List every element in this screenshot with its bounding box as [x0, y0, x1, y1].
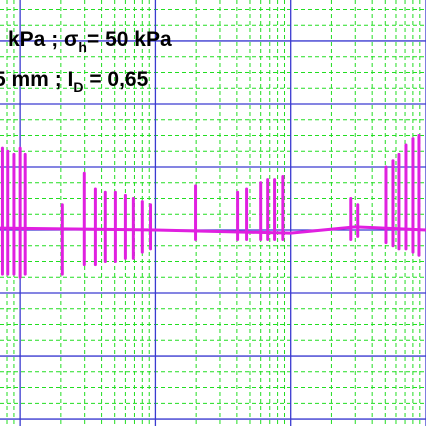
annotation-sub: h — [78, 39, 87, 55]
annotation: 5 mm ; ID = 0,65 — [0, 68, 149, 95]
annotation-text: kPa ; σ — [8, 28, 78, 51]
signal — [0, 133, 426, 279]
annotation-text: 5 mm ; I — [0, 68, 73, 91]
annotation-sub: D — [73, 79, 83, 95]
annotation-text: = 50 kPa — [87, 28, 172, 51]
annotation: kPa ; σh= 50 kPa — [8, 28, 172, 55]
annotation-text: = 0,65 — [83, 68, 148, 91]
baseline — [0, 225, 426, 235]
